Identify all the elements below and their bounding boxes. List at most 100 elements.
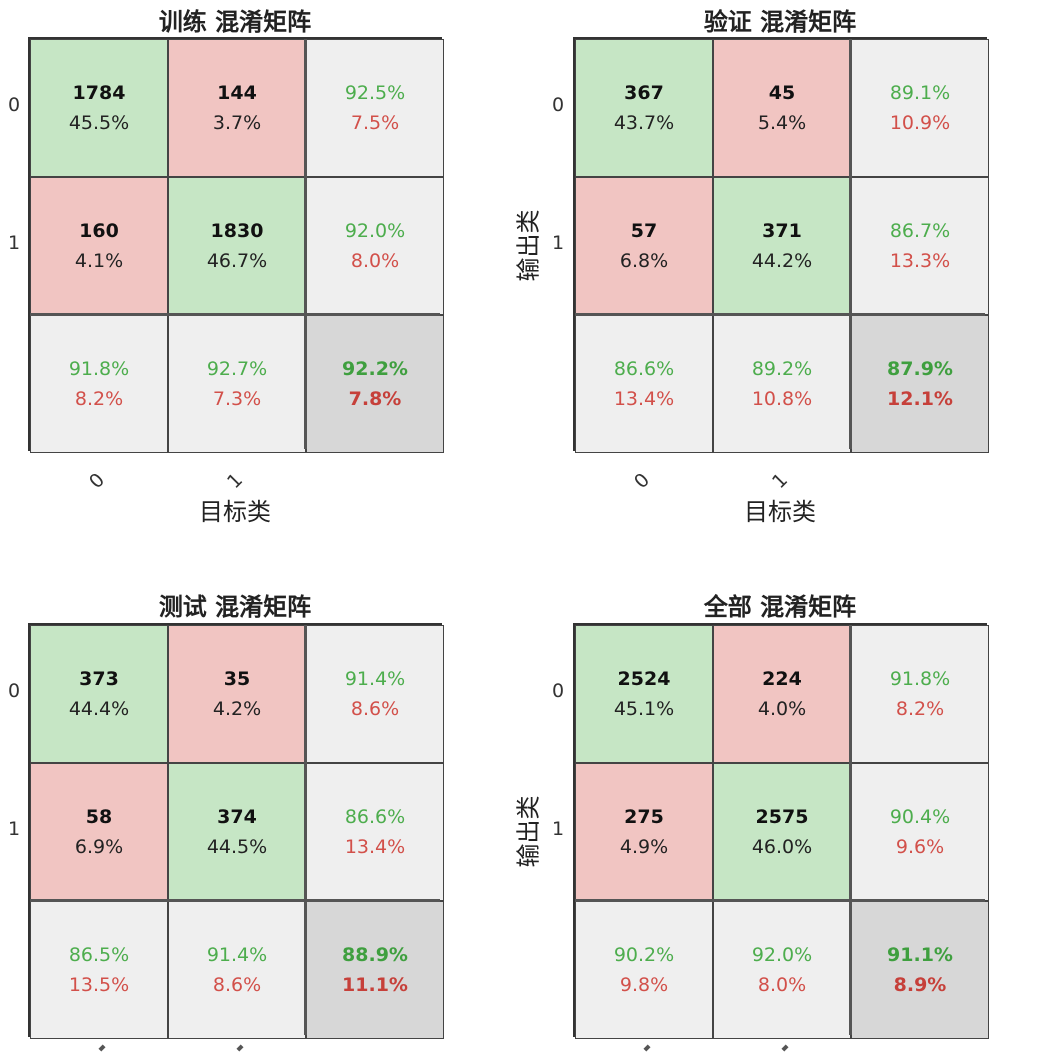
chart-title: 测试 混淆矩阵 bbox=[158, 593, 312, 621]
cell-percent: 44.4% bbox=[68, 698, 130, 720]
summary-divider-horizontal bbox=[30, 899, 440, 902]
correct-cell: 2524 45.1% bbox=[575, 625, 713, 763]
row-summary-cell: 91.4% 8.6% bbox=[306, 625, 444, 763]
row-summary-cell: 91.8% 8.2% bbox=[851, 625, 989, 763]
overall-accuracy-cell: 92.2% 7.8% bbox=[306, 315, 444, 453]
y-tick-label: 0 bbox=[8, 680, 21, 702]
error-rate: 8.6% bbox=[350, 698, 400, 720]
cell-percent: 3.7% bbox=[212, 112, 262, 134]
cell-percent: 46.7% bbox=[206, 250, 268, 272]
x-tick-label: 0 bbox=[84, 468, 110, 494]
cell-count: 58 bbox=[85, 806, 113, 828]
row-summary-cell: 90.4% 9.6% bbox=[851, 763, 989, 901]
column-summary-cell: 92.7% 7.3% bbox=[168, 315, 306, 453]
x-axis-label: 目标类 bbox=[744, 498, 816, 526]
misclassified-cell: 275 4.9% bbox=[575, 763, 713, 901]
chart-title: 训练 混淆矩阵 bbox=[158, 8, 312, 36]
cell-count: 371 bbox=[762, 220, 802, 242]
summary-divider-horizontal bbox=[575, 899, 985, 902]
misclassified-cell: 45 5.4% bbox=[713, 39, 851, 177]
correct-rate: 89.2% bbox=[751, 358, 813, 380]
cell-percent: 45.1% bbox=[613, 698, 675, 720]
summary-divider-vertical bbox=[849, 39, 852, 449]
column-summary-cell: 92.0% 8.0% bbox=[713, 901, 851, 1039]
misclassified-cell: 144 3.7% bbox=[168, 39, 306, 177]
overall-accuracy-cell: 91.1% 8.9% bbox=[851, 901, 989, 1039]
correct-cell: 2575 46.0% bbox=[713, 763, 851, 901]
error-rate: 8.2% bbox=[895, 698, 945, 720]
cell-count: 373 bbox=[79, 668, 119, 690]
y-tick-label: 1 bbox=[552, 818, 565, 840]
correct-cell: 367 43.7% bbox=[575, 39, 713, 177]
correct-rate: 91.1% bbox=[887, 944, 953, 966]
correct-cell: 1830 46.7% bbox=[168, 177, 306, 315]
error-rate: 10.9% bbox=[889, 112, 951, 134]
correct-rate: 86.6% bbox=[613, 358, 675, 380]
cell-count: 374 bbox=[217, 806, 257, 828]
correct-rate: 90.4% bbox=[889, 806, 951, 828]
confusion-matrix-grid: 367 43.7% 45 5.4% 89.1% 10.9% 57 6.8% 371 44.2% 86… bbox=[573, 37, 989, 453]
cell-percent: 6.9% bbox=[74, 836, 124, 858]
error-rate: 13.5% bbox=[68, 974, 130, 996]
correct-cell: 374 44.5% bbox=[168, 763, 306, 901]
y-tick-label: 0 bbox=[552, 680, 565, 702]
error-rate: 9.8% bbox=[619, 974, 669, 996]
cell-count: 1830 bbox=[210, 220, 264, 242]
misclassified-cell: 58 6.9% bbox=[30, 763, 168, 901]
x-axis-label: 目标类 bbox=[199, 498, 271, 526]
y-tick-label: 0 bbox=[552, 94, 565, 116]
x-tick-stub bbox=[98, 1044, 106, 1052]
cell-percent: 4.9% bbox=[619, 836, 669, 858]
overall-accuracy-cell: 87.9% 12.1% bbox=[851, 315, 989, 453]
cell-count: 224 bbox=[762, 668, 802, 690]
cell-count: 2524 bbox=[617, 668, 671, 690]
misclassified-cell: 160 4.1% bbox=[30, 177, 168, 315]
y-tick-label: 1 bbox=[8, 232, 21, 254]
correct-rate: 88.9% bbox=[342, 944, 408, 966]
correct-rate: 86.6% bbox=[344, 806, 406, 828]
error-rate: 7.5% bbox=[350, 112, 400, 134]
correct-rate: 89.1% bbox=[889, 82, 951, 104]
error-rate: 8.9% bbox=[893, 974, 947, 996]
y-tick-label: 1 bbox=[552, 232, 565, 254]
confusion-matrix-grid: 373 44.4% 35 4.2% 91.4% 8.6% 58 6.9% 374 44.5% 86.… bbox=[28, 623, 444, 1039]
x-tick-stub bbox=[643, 1044, 651, 1052]
cell-percent: 4.0% bbox=[757, 698, 807, 720]
cell-count: 1784 bbox=[72, 82, 126, 104]
cell-count: 144 bbox=[217, 82, 257, 104]
error-rate: 7.3% bbox=[212, 388, 262, 410]
column-summary-cell: 91.4% 8.6% bbox=[168, 901, 306, 1039]
correct-rate: 92.0% bbox=[344, 220, 406, 242]
cell-percent: 46.0% bbox=[751, 836, 813, 858]
error-rate: 8.2% bbox=[74, 388, 124, 410]
confusion-matrix-grid: 1784 45.5% 144 3.7% 92.5% 7.5% 160 4.1% 1830 46.7… bbox=[28, 37, 444, 453]
column-summary-cell: 86.6% 13.4% bbox=[575, 315, 713, 453]
cell-count: 2575 bbox=[755, 806, 809, 828]
error-rate: 8.0% bbox=[757, 974, 807, 996]
correct-rate: 87.9% bbox=[887, 358, 953, 380]
correct-rate: 91.4% bbox=[206, 944, 268, 966]
x-tick-stub bbox=[236, 1044, 244, 1052]
correct-rate: 92.2% bbox=[342, 358, 408, 380]
error-rate: 10.8% bbox=[751, 388, 813, 410]
chart-title: 全部 混淆矩阵 bbox=[703, 593, 857, 621]
summary-divider-horizontal bbox=[30, 313, 440, 316]
y-axis-label: 输出类 bbox=[514, 209, 543, 282]
column-summary-cell: 86.5% 13.5% bbox=[30, 901, 168, 1039]
error-rate: 13.3% bbox=[889, 250, 951, 272]
error-rate: 9.6% bbox=[895, 836, 945, 858]
cell-percent: 44.5% bbox=[206, 836, 268, 858]
x-tick-label: 1 bbox=[767, 468, 793, 494]
cell-percent: 5.4% bbox=[757, 112, 807, 134]
x-tick-label: 0 bbox=[629, 468, 655, 494]
y-tick-label: 1 bbox=[8, 818, 21, 840]
correct-cell: 1784 45.5% bbox=[30, 39, 168, 177]
correct-rate: 86.5% bbox=[68, 944, 130, 966]
misclassified-cell: 224 4.0% bbox=[713, 625, 851, 763]
correct-rate: 90.2% bbox=[613, 944, 675, 966]
cell-count: 45 bbox=[768, 82, 796, 104]
correct-cell: 371 44.2% bbox=[713, 177, 851, 315]
confusion-matrix-grid: 2524 45.1% 224 4.0% 91.8% 8.2% 275 4.9% 2575 46.0… bbox=[573, 623, 989, 1039]
cell-percent: 6.8% bbox=[619, 250, 669, 272]
x-tick-stub bbox=[781, 1044, 789, 1052]
